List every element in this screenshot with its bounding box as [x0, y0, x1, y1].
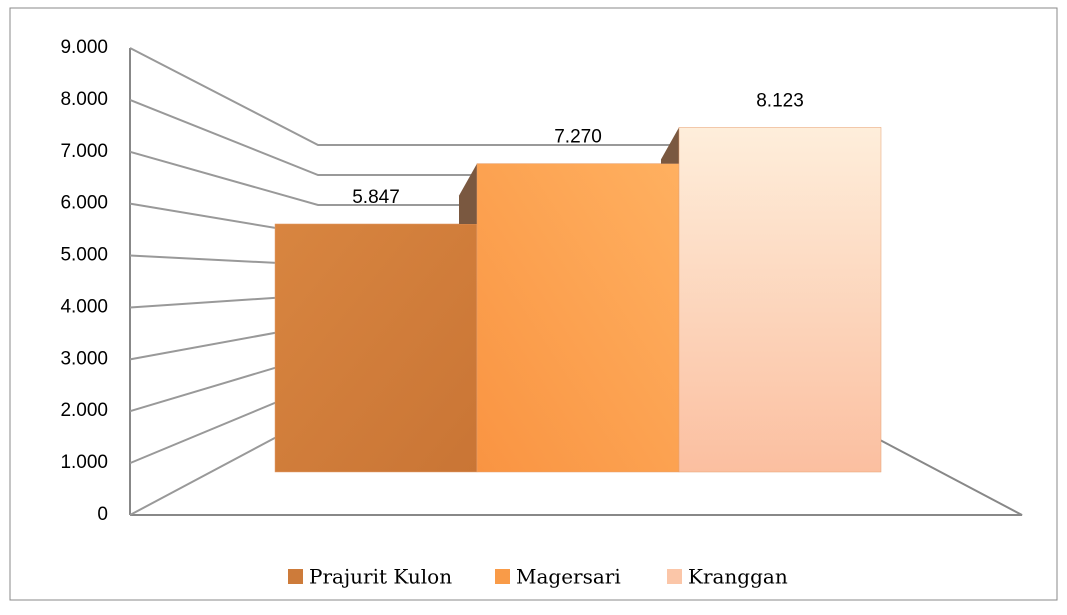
- y-tick-label: 3.000: [60, 348, 108, 369]
- y-tick-label: 2.000: [60, 400, 108, 421]
- legend-swatch: [495, 569, 510, 584]
- bar-side: [661, 127, 679, 164]
- y-tick-label: 6.000: [60, 193, 108, 214]
- bar: [476, 163, 680, 473]
- bar: [274, 223, 478, 473]
- legend-swatch: [667, 569, 682, 584]
- legend-swatch: [288, 569, 303, 584]
- y-tick-label: 5.000: [60, 245, 108, 266]
- bar-side: [459, 163, 477, 224]
- legend-label: Magersari: [516, 565, 621, 589]
- data-label: 5.847: [352, 187, 400, 208]
- y-tick-label: 1.000: [60, 452, 108, 473]
- data-label: 8.123: [756, 90, 804, 111]
- floor: [130, 439, 1023, 516]
- y-tick-label: 7.000: [60, 141, 108, 162]
- y-tick-label: 4.000: [60, 296, 108, 317]
- bar: [678, 127, 882, 473]
- legend-label: Prajurit Kulon: [309, 565, 452, 589]
- y-tick-label: 9.000: [60, 37, 108, 58]
- data-label: 7.270: [554, 127, 602, 148]
- legend-label: Kranggan: [688, 565, 788, 589]
- y-tick-label: 0: [97, 504, 108, 525]
- y-tick-label: 8.000: [60, 89, 108, 110]
